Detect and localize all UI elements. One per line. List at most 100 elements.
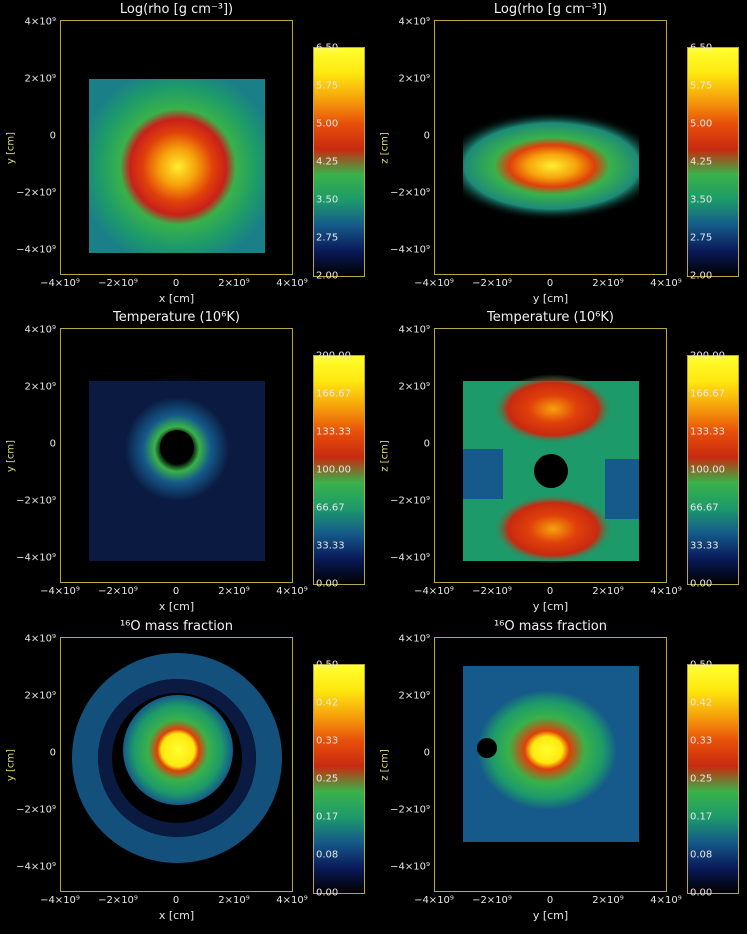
x-tick-label: −2×10⁹ — [472, 895, 512, 906]
y-tick-label: −4×10⁹ — [390, 861, 430, 873]
colorbar — [313, 664, 365, 894]
x-tick-label: −4×10⁹ — [414, 586, 454, 597]
colorbar-tick-label: 100.00 — [690, 464, 725, 476]
colorbar-tick-label: 0.50 — [690, 659, 713, 671]
y-tick-label: −2×10⁹ — [390, 187, 430, 199]
plot-area — [60, 637, 293, 892]
y-axis-label: y [cm] — [5, 131, 17, 164]
x-tick-label: 2×10⁹ — [592, 895, 624, 906]
plot-panel: Temperature (10⁶K) y [cm] 4×10⁹ 2×10⁹ 0 −2×10… — [0, 310, 373, 620]
panel-title: ¹⁶O mass fraction — [119, 619, 234, 634]
y-tick-label: 4×10⁹ — [398, 633, 430, 645]
colorbar — [687, 664, 739, 894]
x-tick-label: 0 — [546, 895, 554, 906]
x-tick-label: 2×10⁹ — [592, 586, 624, 597]
x-tick-label: 4×10⁹ — [276, 586, 308, 597]
y-tick-label: 2×10⁹ — [398, 73, 430, 85]
y-axis-label: z [cm] — [379, 748, 391, 781]
colorbar-tick-label: 0.00 — [316, 887, 339, 899]
field-image — [61, 21, 292, 274]
y-tick-label: 2×10⁹ — [24, 690, 56, 702]
colorbar — [687, 355, 739, 585]
plot-area — [60, 328, 293, 583]
y-tick-label: 0 — [423, 130, 430, 142]
colorbar-tick-label: 166.67 — [690, 388, 725, 400]
colorbar-tick-label: 0.00 — [690, 887, 713, 899]
colorbar-tick-label: 5.00 — [316, 118, 339, 130]
y-tick-label: 4×10⁹ — [24, 16, 56, 28]
y-tick-label: 0 — [49, 438, 56, 450]
y-tick-label: −2×10⁹ — [390, 804, 430, 816]
panel-title: Log(rho [g cm⁻³]) — [119, 2, 234, 17]
x-tick-label: 2×10⁹ — [218, 895, 250, 906]
field-image — [435, 21, 666, 274]
y-tick-label: 2×10⁹ — [24, 381, 56, 393]
colorbar-tick-label: 5.75 — [316, 80, 339, 92]
y-tick-label: −4×10⁹ — [16, 244, 56, 256]
colorbar-tick-label: 2.75 — [316, 232, 339, 244]
colorbar-tick-label: 3.50 — [690, 194, 713, 206]
colorbar-tick-label: 0.00 — [690, 578, 713, 590]
x-tick-label: 4×10⁹ — [650, 895, 682, 906]
colorbar-tick-label: 0.25 — [690, 773, 713, 785]
x-tick-label: 0 — [172, 278, 180, 289]
x-tick-label: 4×10⁹ — [650, 586, 682, 597]
y-tick-label: −2×10⁹ — [16, 495, 56, 507]
colorbar-tick-label: 5.75 — [690, 80, 713, 92]
colorbar-tick-label: 0.33 — [316, 735, 339, 747]
y-tick-label: 0 — [423, 438, 430, 450]
y-tick-label: 4×10⁹ — [24, 633, 56, 645]
y-tick-label: 2×10⁹ — [398, 690, 430, 702]
plot-area — [434, 20, 667, 275]
colorbar-tick-label: 33.33 — [316, 540, 345, 552]
field-image — [89, 374, 265, 561]
plot-area — [434, 637, 667, 892]
plot-panel: ¹⁶O mass fraction z [cm] 4×10⁹ 2×10⁹ 0 −2×10⁹… — [374, 619, 747, 929]
y-tick-label: 4×10⁹ — [398, 16, 430, 28]
x-tick-label: −4×10⁹ — [40, 895, 80, 906]
y-tick-label: 2×10⁹ — [24, 73, 56, 85]
plot-panel: Log(rho [g cm⁻³]) y [cm] 4×10⁹ 2×10⁹ 0 −2×10⁹… — [0, 2, 373, 312]
plot-panel: ¹⁶O mass fraction y [cm] 4×10⁹ 2×10⁹ 0 −2×10⁹… — [0, 619, 373, 929]
y-axis-label: z [cm] — [379, 439, 391, 472]
colorbar-tick-label: 0.08 — [690, 849, 713, 861]
y-tick-label: 4×10⁹ — [398, 324, 430, 336]
x-tick-label: −2×10⁹ — [98, 586, 138, 597]
y-axis-label: y [cm] — [5, 439, 17, 472]
x-tick-label: −2×10⁹ — [472, 278, 512, 289]
y-tick-label: 0 — [49, 747, 56, 759]
x-tick-label: 2×10⁹ — [218, 278, 250, 289]
x-axis-label: y [cm] — [532, 600, 569, 613]
colorbar-tick-label: 5.00 — [690, 118, 713, 130]
plot-area — [60, 20, 293, 275]
colorbar-tick-label: 133.33 — [316, 426, 351, 438]
y-tick-label: −4×10⁹ — [390, 552, 430, 564]
x-tick-label: 0 — [546, 278, 554, 289]
field-image — [463, 374, 639, 564]
y-tick-label: −4×10⁹ — [16, 552, 56, 564]
colorbar-tick-label: 6.50 — [316, 42, 339, 54]
x-tick-label: 0 — [172, 895, 180, 906]
x-tick-label: −4×10⁹ — [414, 278, 454, 289]
plot-area — [434, 328, 667, 583]
colorbar-tick-label: 0.08 — [316, 849, 339, 861]
colorbar-tick-label: 0.33 — [690, 735, 713, 747]
colorbar-tick-label: 0.25 — [316, 773, 339, 785]
panel-title: Log(rho [g cm⁻³]) — [493, 2, 608, 17]
colorbar-tick-label: 2.00 — [690, 270, 713, 282]
y-tick-label: 0 — [423, 747, 430, 759]
x-tick-label: −2×10⁹ — [472, 586, 512, 597]
x-axis-label: x [cm] — [158, 600, 195, 613]
x-tick-label: 4×10⁹ — [276, 895, 308, 906]
y-axis-label: z [cm] — [379, 131, 391, 164]
x-axis-label: x [cm] — [158, 292, 195, 305]
colorbar-tick-label: 4.25 — [316, 156, 339, 168]
colorbar-tick-label: 166.67 — [316, 388, 351, 400]
colorbar-tick-label: 4.25 — [690, 156, 713, 168]
field-image — [61, 638, 292, 891]
field-image — [463, 666, 639, 842]
x-tick-label: 4×10⁹ — [276, 278, 308, 289]
colorbar-tick-label: 6.50 — [690, 42, 713, 54]
x-tick-label: −4×10⁹ — [414, 895, 454, 906]
x-tick-label: −2×10⁹ — [98, 278, 138, 289]
